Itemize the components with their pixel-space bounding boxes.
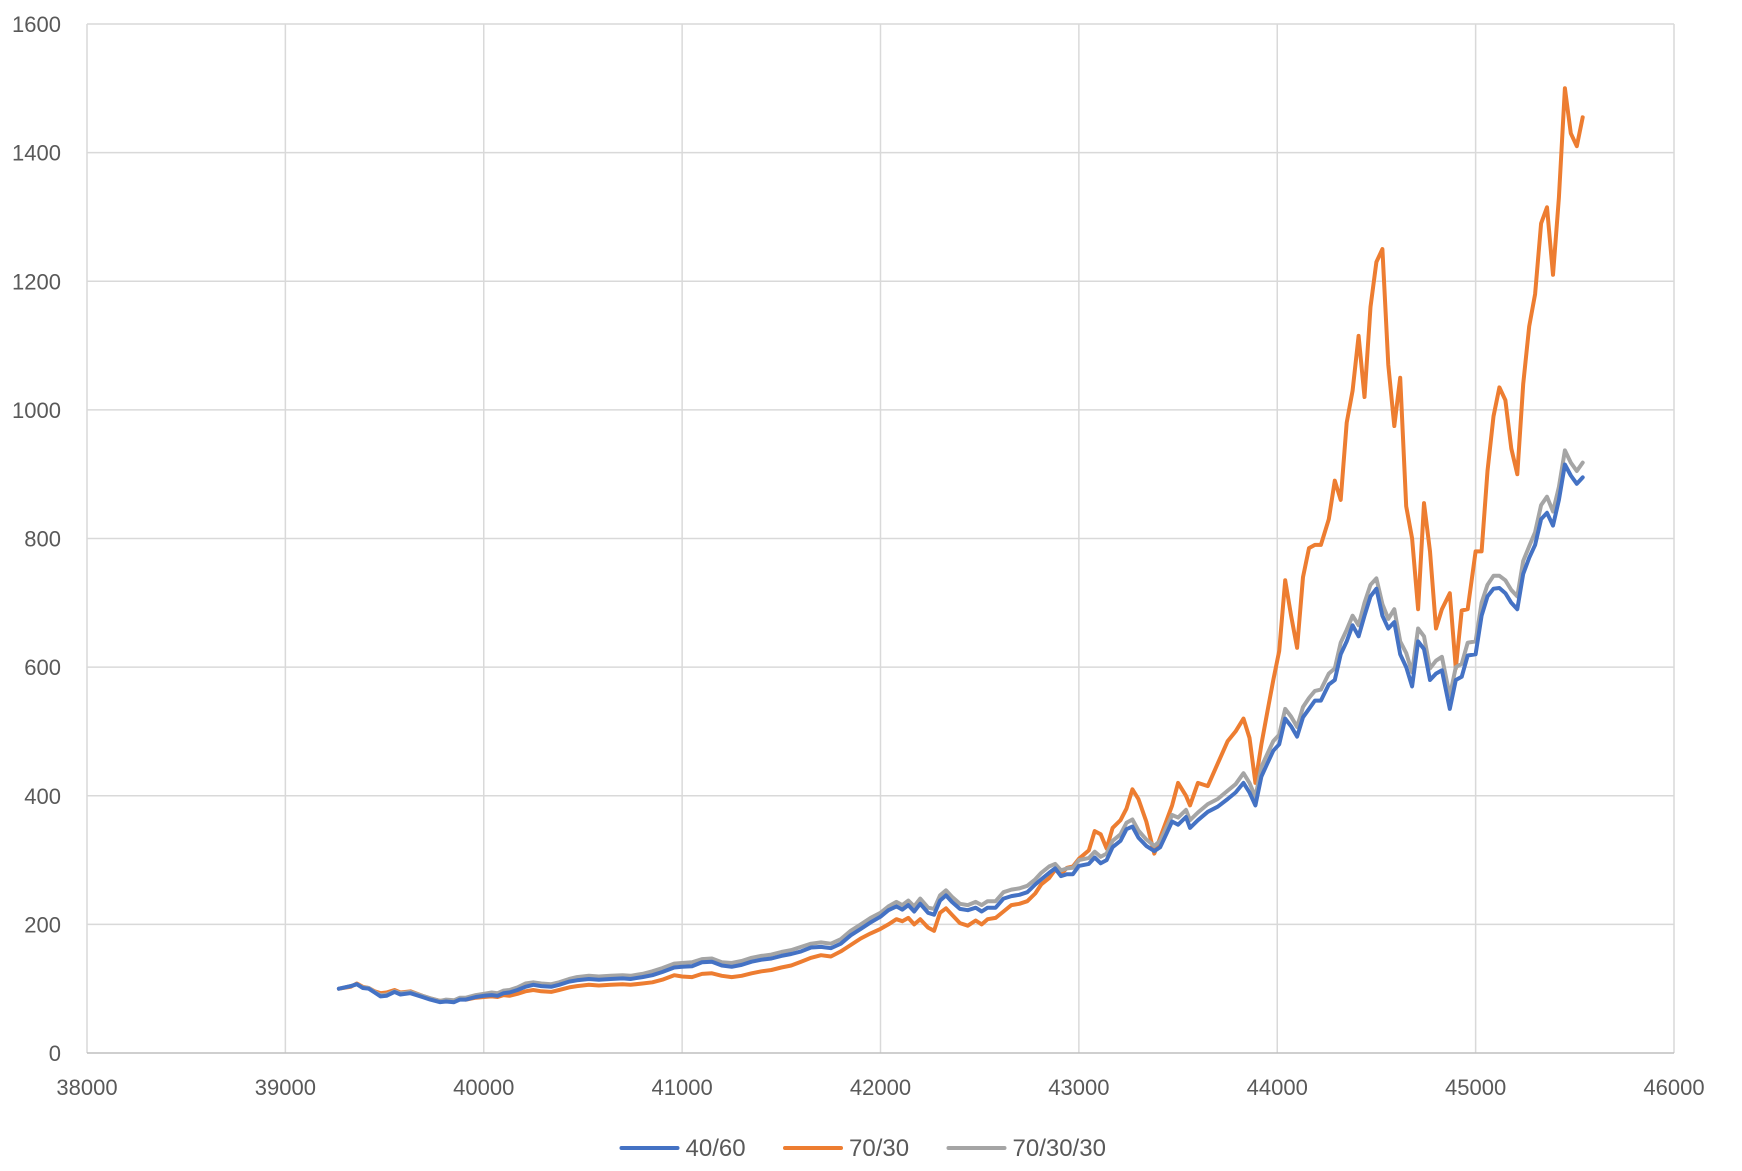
series-lines (336, 86, 1585, 1005)
y-tick-label: 1200 (12, 269, 61, 294)
x-tick-label: 39000 (255, 1075, 316, 1100)
legend-label-40-60: 40/60 (686, 1135, 746, 1162)
series-line-40-60 (336, 462, 1585, 1005)
x-tick-labels: 38000 39000 40000 41000 42000 43000 44000 45000… (56, 1075, 1704, 1100)
y-tick-labels: 0 200 400 600 800 1000 1200 1400 1600 (12, 12, 61, 1066)
y-tick-label: 0 (49, 1041, 61, 1066)
gridlines (86, 23, 1675, 1053)
x-tick-label: 38000 (56, 1075, 117, 1100)
x-tick-label: 46000 (1643, 1075, 1704, 1100)
x-tick-label: 44000 (1247, 1075, 1308, 1100)
x-tick-label: 42000 (850, 1075, 911, 1100)
y-tick-label: 800 (24, 527, 61, 552)
legend: 40/60 70/30 70/30/30 (619, 1135, 1106, 1162)
y-tick-label: 1400 (12, 141, 61, 166)
y-tick-label: 600 (24, 655, 61, 680)
series-line-70-30 (336, 86, 1585, 1004)
x-tick-label: 41000 (652, 1075, 713, 1100)
legend-label-70-30-30: 70/30/30 (1013, 1135, 1106, 1162)
x-tick-label: 45000 (1445, 1075, 1506, 1100)
series-line-70-30-30 (336, 448, 1585, 1003)
legend-label-70-30: 70/30 (849, 1135, 909, 1162)
y-tick-label: 400 (24, 784, 61, 809)
x-tick-label: 40000 (453, 1075, 514, 1100)
x-tick-label: 43000 (1048, 1075, 1109, 1100)
y-tick-label: 200 (24, 912, 61, 937)
y-tick-label: 1000 (12, 398, 61, 423)
y-tick-label: 1600 (12, 12, 61, 37)
